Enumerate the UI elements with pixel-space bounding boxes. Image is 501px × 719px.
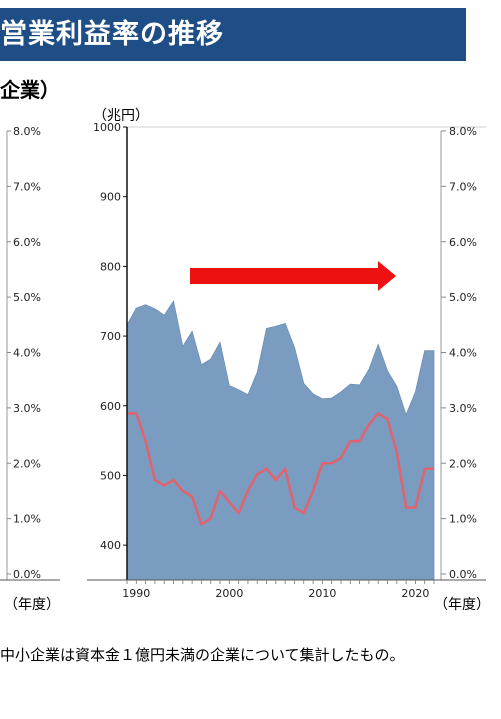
y-tick-label: 900 [100, 191, 121, 204]
y-tick-label: 1000 [93, 121, 121, 134]
left-panel-tick-label: 4.0% [13, 347, 41, 360]
area-series [126, 300, 435, 581]
x-tick-label: 2020 [401, 587, 429, 600]
x-tick-label: 2000 [215, 587, 243, 600]
y-tick-label: 600 [100, 400, 121, 413]
y2-tick-label: 5.0% [449, 291, 477, 304]
right-arrow-icon [378, 261, 396, 291]
line-series [127, 412, 434, 526]
left-panel-tick-label: 3.0% [13, 402, 41, 415]
title-bar [0, 8, 466, 61]
y2-tick-label: 3.0% [449, 402, 477, 415]
panel-subtitle: 企業） [0, 78, 60, 102]
y2-tick-label: 4.0% [449, 347, 477, 360]
x-axis-unit: （年度） [434, 597, 490, 613]
y-tick-label: 800 [100, 260, 121, 273]
y-tick-label: 400 [100, 539, 121, 552]
y2-tick-label: 0.0% [449, 568, 477, 581]
left-panel-x-unit: （年度） [4, 597, 60, 613]
y-tick-label: 700 [100, 330, 121, 343]
y-tick-label: 500 [100, 469, 121, 482]
x-tick-label: 2010 [308, 587, 336, 600]
left-panel-tick-label: 0.0% [13, 568, 41, 581]
page-title: 営業利益率の推移 [0, 19, 224, 50]
left-panel-tick-label: 1.0% [13, 513, 41, 526]
y2-tick-label: 7.0% [449, 180, 477, 193]
left-panel-tick-label: 5.0% [13, 291, 41, 304]
y2-tick-label: 6.0% [449, 236, 477, 249]
x-tick-label: 1990 [122, 587, 150, 600]
left-panel-tick-label: 6.0% [13, 236, 41, 249]
y2-tick-label: 8.0% [449, 125, 477, 138]
footnote: 中小企業は資本金１億円未満の企業について集計したもの。 [0, 646, 405, 664]
y2-tick-label: 1.0% [449, 513, 477, 526]
left-panel-tick-label: 8.0% [13, 125, 41, 138]
y2-tick-label: 2.0% [449, 457, 477, 470]
arrow-shaft [190, 268, 380, 284]
left-panel-tick-label: 2.0% [13, 457, 41, 470]
left-panel-tick-label: 7.0% [13, 180, 41, 193]
y-axis-unit: （兆円） [93, 108, 149, 124]
